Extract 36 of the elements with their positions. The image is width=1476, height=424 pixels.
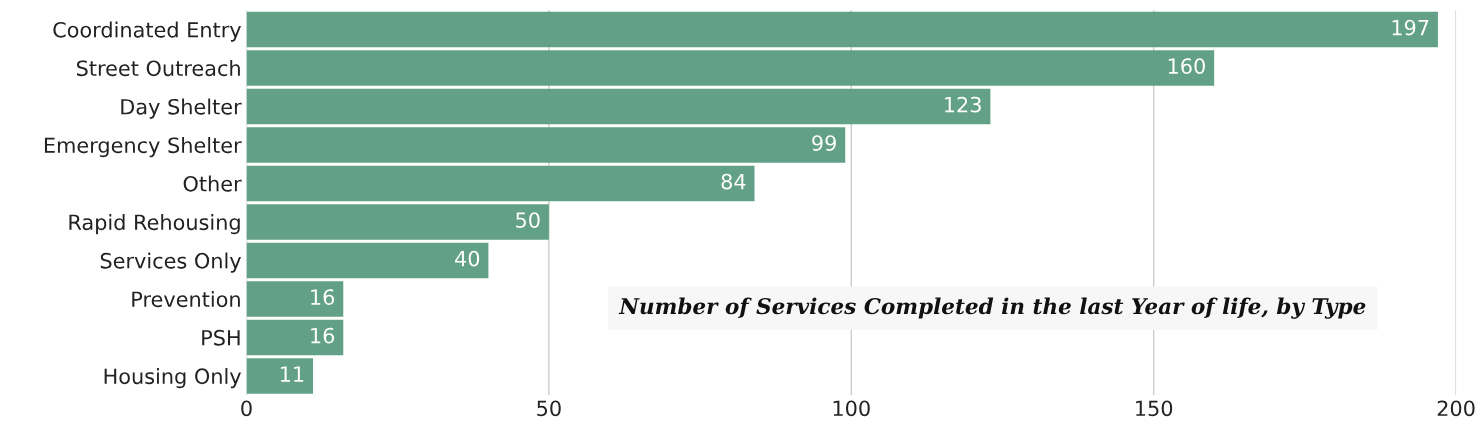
data-label: 11: [280, 366, 304, 382]
data-label: 160: [1168, 58, 1205, 74]
bar: [246, 319, 344, 356]
y-tick-label: Street Outreach: [76, 60, 240, 77]
y-tick-label: PSH: [202, 329, 240, 346]
y-tick-label: Rapid Rehousing: [69, 214, 240, 235]
x-tick-label: 150: [1136, 400, 1173, 417]
bar: [246, 165, 755, 202]
x-tick-label: 100: [833, 400, 870, 417]
bar: [246, 88, 991, 125]
data-label: 50: [516, 212, 540, 228]
y-tick-label: Housing Only: [104, 368, 242, 389]
bar: [246, 204, 549, 240]
x-tick-label: 200: [1437, 400, 1475, 417]
bar: [246, 242, 489, 279]
data-label: 16: [311, 289, 335, 305]
bar: [246, 50, 1215, 86]
data-label: 197: [1392, 19, 1429, 36]
y-tick-label: Services Only: [100, 252, 242, 273]
y-tick-label: Emergency Shelter: [44, 137, 242, 158]
text: Number of Services Completed in the last Year of life, by Type: [618, 297, 1366, 319]
data-label: 16: [311, 327, 335, 344]
y-tick-label: Prevention: [132, 291, 240, 308]
y-tick-label: Other: [183, 175, 242, 192]
x-tick-label: 50: [537, 400, 561, 417]
bar: [246, 11, 1438, 48]
data-label: 123: [945, 96, 981, 113]
y-tick-label: Day Shelter: [121, 98, 242, 119]
data-label: 84: [721, 173, 746, 190]
bar: [246, 127, 846, 163]
bar: [246, 358, 314, 394]
y-tick-label: Coordinated Entry: [53, 21, 242, 42]
data-label: 40: [455, 250, 480, 267]
x-tick-label: 0: [241, 400, 252, 417]
data-label: 99: [812, 135, 836, 151]
bar: [246, 281, 344, 317]
